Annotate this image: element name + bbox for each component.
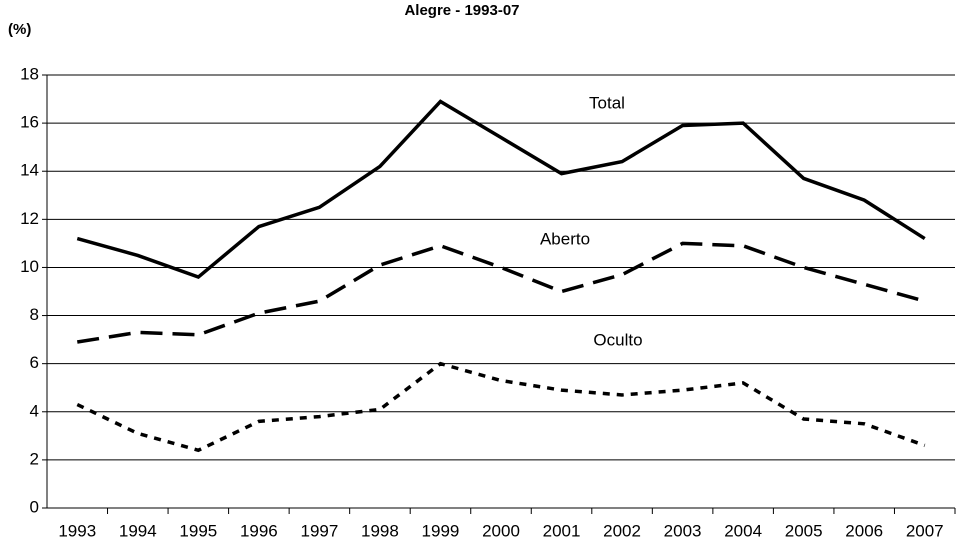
x-tick-label: 1997 <box>300 521 338 540</box>
x-tick-label: 2004 <box>724 521 762 540</box>
x-tick-label: 2003 <box>664 521 702 540</box>
y-tick-label: 4 <box>30 401 39 420</box>
y-tick-label: 18 <box>20 64 39 83</box>
x-tick-label: 2001 <box>543 521 581 540</box>
x-tick-label: 1995 <box>179 521 217 540</box>
y-tick-label: 6 <box>30 353 39 372</box>
y-tick-label: 16 <box>20 113 39 132</box>
y-tick-label: 8 <box>30 305 39 324</box>
x-tick-label: 1996 <box>240 521 278 540</box>
y-axis-label: (%) <box>8 21 31 38</box>
x-tick-label: 2005 <box>785 521 823 540</box>
y-tick-label: 0 <box>30 497 39 516</box>
y-tick-label: 12 <box>20 209 39 228</box>
x-tick-label: 1999 <box>422 521 460 540</box>
series-line <box>76 241 926 344</box>
chart-title: Alegre - 1993-07 <box>404 2 519 19</box>
x-tick-label: 2000 <box>482 521 520 540</box>
series-label: Aberto <box>540 229 590 248</box>
x-tick-label: 2002 <box>603 521 641 540</box>
x-tick-label: 1993 <box>58 521 96 540</box>
series-line <box>76 99 926 280</box>
x-tick-label: 2007 <box>906 521 944 540</box>
y-tick-label: 14 <box>20 161 39 180</box>
x-tick-label: 2006 <box>845 521 883 540</box>
y-tick-label: 10 <box>20 257 39 276</box>
series-label: Oculto <box>593 330 642 349</box>
series-line <box>76 361 926 453</box>
x-tick-label: 1994 <box>119 521 157 540</box>
x-tick-label: 1998 <box>361 521 399 540</box>
y-tick-label: 2 <box>30 449 39 468</box>
series-label: Total <box>589 93 625 112</box>
